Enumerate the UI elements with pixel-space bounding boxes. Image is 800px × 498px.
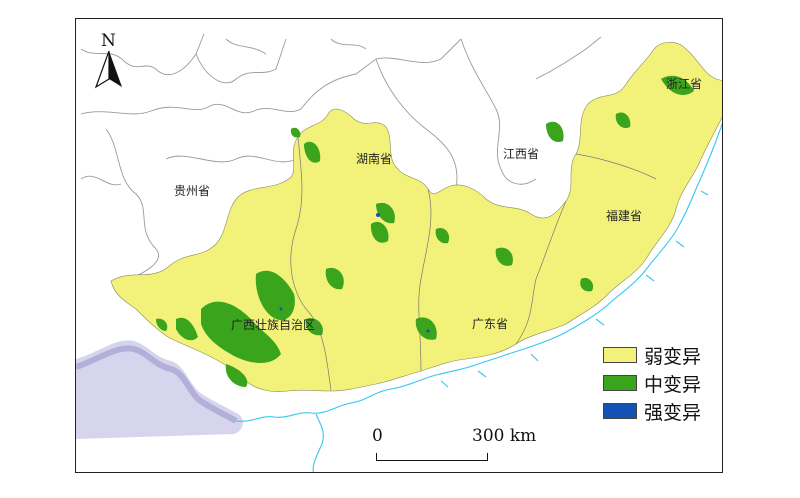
- legend-swatch-strong: [603, 403, 637, 419]
- legend-label-moderate: 中变异: [644, 373, 702, 396]
- province-boundaries: [80, 33, 602, 285]
- scale-bar-line: [376, 460, 488, 462]
- north-arrow-icon: [94, 51, 122, 89]
- foreign-border-region: [76, 340, 243, 439]
- strong-variation-patches: [279, 213, 430, 333]
- province-label-jiangxi: 江西省: [503, 147, 540, 161]
- legend-label-strong: 强变异: [644, 401, 702, 424]
- legend-item-weak: 弱变异: [603, 341, 701, 369]
- map-frame: N 贵州省 湖南省 江西省 浙江省 福建省 广西壮族自治区 广东省 弱变异 中变…: [75, 18, 723, 473]
- moderate-variation-patches: [156, 75, 694, 387]
- legend-item-strong: 强变异: [603, 397, 701, 425]
- province-label-zhejiang: 浙江省: [666, 77, 703, 91]
- province-label-guizhou: 贵州省: [174, 184, 211, 198]
- legend-swatch-weak: [603, 347, 637, 363]
- legend: 弱变异 中变异 强变异: [603, 341, 701, 425]
- north-arrow: N: [94, 31, 124, 89]
- north-label: N: [101, 31, 116, 51]
- legend-item-moderate: 中变异: [603, 369, 701, 397]
- scale-bar-end: 300 km: [472, 426, 537, 446]
- scale-bar-tick-end: [487, 453, 489, 461]
- coastline: [235, 122, 722, 472]
- study-province-boundaries: [290, 136, 657, 392]
- province-label-fujian: 福建省: [606, 209, 643, 223]
- province-label-guangxi: 广西壮族自治区: [231, 318, 316, 332]
- province-label-hunan: 湖南省: [356, 152, 393, 166]
- scale-bar-start: 0: [372, 426, 383, 446]
- province-label-guangdong: 广东省: [472, 317, 509, 331]
- scale-bar: 0 300 km: [372, 426, 536, 466]
- map-canvas: [76, 33, 722, 472]
- legend-swatch-moderate: [603, 375, 637, 391]
- legend-label-weak: 弱变异: [644, 345, 702, 368]
- scale-bar-tick-start: [376, 453, 378, 461]
